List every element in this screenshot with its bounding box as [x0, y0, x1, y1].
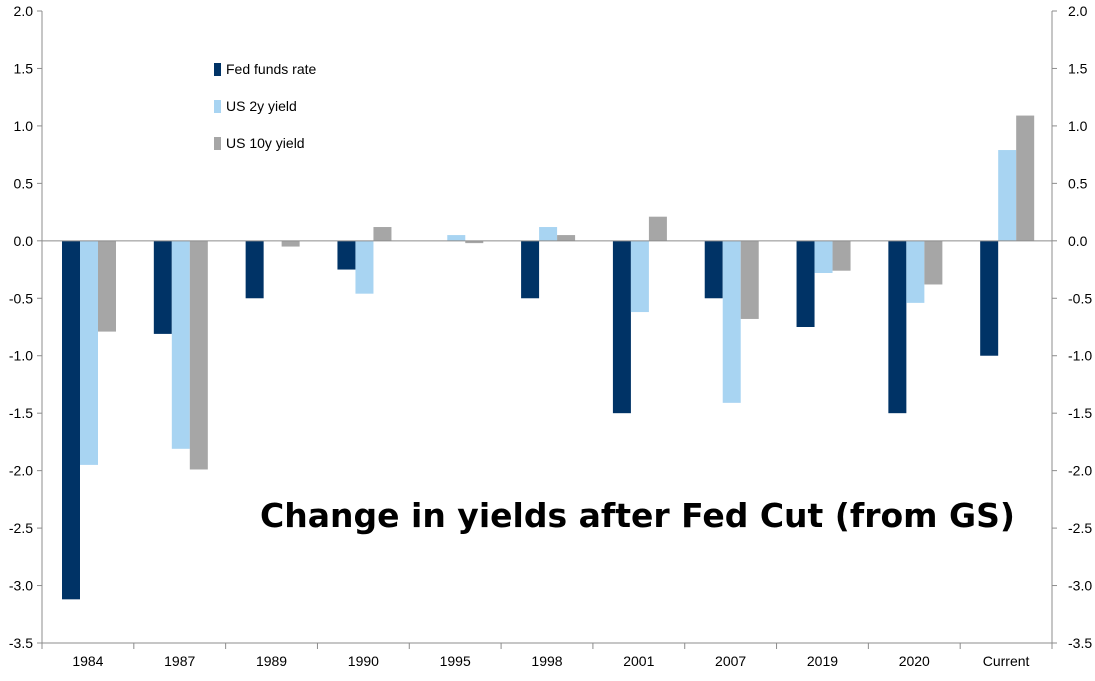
legend-swatch: [214, 63, 221, 76]
plot-area: [41, 11, 1053, 644]
bar-us-10y-yield-2020: [924, 240, 943, 285]
y-tick-label-left: 1.5: [14, 60, 34, 76]
y-tick-label-right: 2.0: [1068, 3, 1088, 19]
bar-fed-funds-rate-1984: [62, 240, 80, 600]
y-tick-label-left: -1.5: [9, 405, 33, 421]
legend-label: Fed funds rate: [226, 61, 316, 77]
bar-us-10y-yield-1987: [189, 240, 208, 470]
y-tick-label-right: 1.5: [1068, 60, 1088, 76]
y-tick-label-right: 0.0: [1068, 233, 1088, 249]
chart-title: Change in yields after Fed Cut (from GS): [260, 496, 1015, 535]
y-tick-label-left: -3.5: [9, 635, 33, 651]
x-tick-label: 1998: [531, 653, 562, 669]
y-tick-label-right: -3.0: [1068, 578, 1092, 594]
legend: Fed funds rate US 2y yield US 10y yield: [214, 61, 316, 151]
bar-us-10y-yield-current: [1016, 115, 1035, 241]
bar-us-10y-yield-2001: [648, 216, 667, 241]
bar-fed-funds-rate-1998: [521, 240, 540, 299]
y-tick-label-left: 2.0: [14, 3, 34, 19]
y-tick-label-right: -1.0: [1068, 348, 1092, 364]
bar-us-10y-yield-1998: [557, 235, 576, 241]
y-tick-label-left: -3.0: [9, 578, 33, 594]
y-tick-label-right: -0.5: [1068, 290, 1092, 306]
bar-us-2y-yield-2020: [906, 240, 925, 303]
legend-label: US 10y yield: [226, 135, 305, 151]
bar-fed-funds-rate-1990: [337, 240, 356, 270]
bar-fed-funds-rate-2001: [612, 240, 631, 414]
x-tick-label: 2007: [715, 653, 746, 669]
y-tick-label-left: -0.5: [9, 290, 33, 306]
bar-us-2y-yield-2007: [722, 240, 741, 403]
y-tick-label-left: 1.0: [14, 118, 34, 134]
y-tick-label-left: 0.0: [14, 233, 34, 249]
bar-us-10y-yield-2019: [832, 240, 851, 271]
y-tick-label-right: -2.0: [1068, 463, 1092, 479]
bar-fed-funds-rate-2007: [704, 240, 723, 299]
bar-us-2y-yield-2001: [630, 240, 649, 313]
bar-us-10y-yield-1984: [98, 240, 116, 332]
x-tick-label: 1987: [164, 653, 195, 669]
bar-fed-funds-rate-2019: [796, 240, 815, 327]
bar-us-2y-yield-1998: [539, 227, 558, 241]
bar-us-10y-yield-2007: [740, 240, 759, 319]
bar-us-2y-yield-2019: [814, 240, 833, 273]
bars: [42, 115, 1052, 600]
bar-us-2y-yield-1984: [80, 240, 98, 465]
x-tick-label: 2019: [807, 653, 838, 669]
bar-fed-funds-rate-1987: [153, 240, 172, 334]
x-tick-label: 1990: [348, 653, 379, 669]
x-tick-label: 2001: [623, 653, 654, 669]
x-tick-label: Current: [983, 653, 1030, 669]
x-axis: 1984 1987 1989 1990 1995 1998 2001 2007 2019 2020…: [41, 643, 1053, 669]
bar-us-2y-yield-1990: [355, 240, 374, 294]
y-tick-label-right: -1.5: [1068, 405, 1092, 421]
bar-fed-funds-rate-1989: [245, 240, 264, 299]
bar-us-2y-yield-current: [998, 150, 1017, 241]
y-tick-label-left: -2.5: [9, 520, 33, 536]
y-tick-label-left: -1.0: [9, 348, 33, 364]
legend-swatch: [214, 100, 221, 113]
y-tick-label-right: -2.5: [1068, 520, 1092, 536]
x-tick-label: 1984: [72, 653, 103, 669]
bar-fed-funds-rate-current: [980, 240, 999, 356]
y-tick-label-left: 0.5: [14, 175, 34, 191]
legend-swatch: [214, 137, 221, 150]
y-axis-left: 2.0 1.5 1.0 0.5 0.0 -0.5 -1.0 -1.5 -2.0 -2.5 -3.0 -…: [9, 3, 42, 651]
bar-us-10y-yield-1990: [373, 227, 392, 241]
x-tick-label: 1989: [256, 653, 287, 669]
x-tick-label: 2020: [899, 653, 930, 669]
y-axis-right: 2.0 1.5 1.0 0.5 0.0 -0.5 -1.0 -1.5 -2.0 -2.5 -3.0 -…: [1052, 3, 1092, 651]
bar-us-10y-yield-1989: [281, 240, 300, 247]
y-tick-label-right: -3.5: [1068, 635, 1092, 651]
bar-us-2y-yield-1995: [447, 235, 466, 241]
y-tick-label-left: -2.0: [9, 463, 33, 479]
x-tick-label: 1995: [440, 653, 471, 669]
bar-us-10y-yield-1995: [465, 240, 484, 244]
legend-label: US 2y yield: [226, 98, 297, 114]
y-tick-label-right: 1.0: [1068, 118, 1088, 134]
bar-fed-funds-rate-2020: [888, 240, 907, 414]
y-tick-label-right: 0.5: [1068, 175, 1088, 191]
bar-us-2y-yield-1987: [171, 240, 190, 449]
